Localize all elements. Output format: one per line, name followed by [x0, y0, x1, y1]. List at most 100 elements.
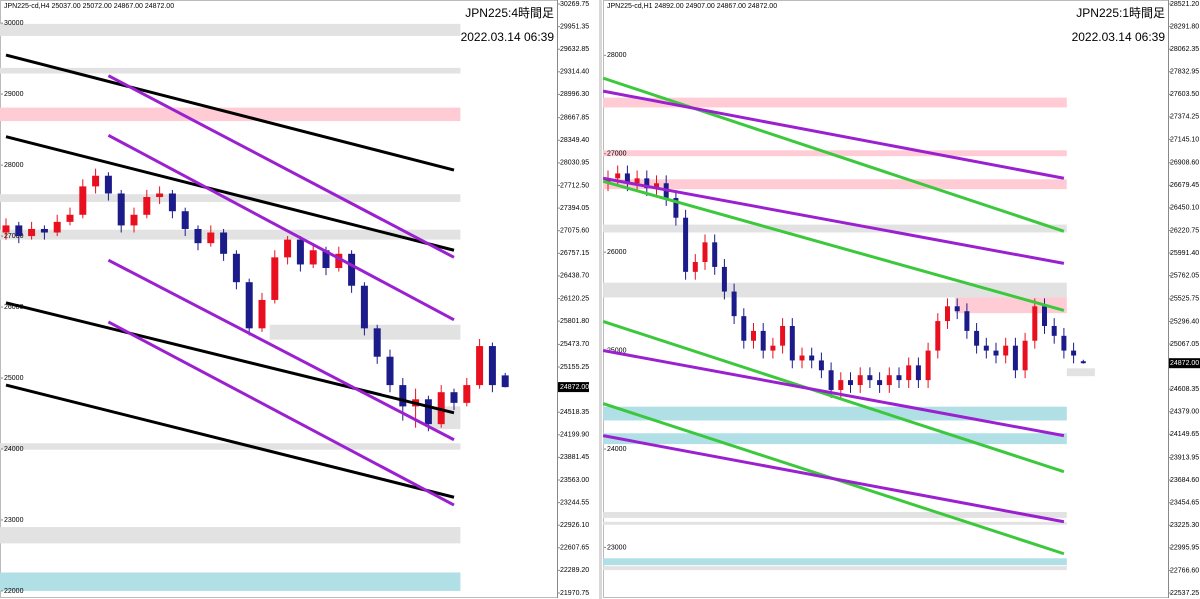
candle-body [780, 325, 786, 346]
y2-tick-label: 27712.50 [560, 182, 589, 189]
y2-tick-label: 27603.50 [1170, 91, 1199, 98]
y2-tick-label: 29951.35 [560, 23, 589, 30]
price-zone [269, 324, 461, 340]
y2-tick-label: 29314.40 [560, 69, 589, 76]
y2-tick-label: 26450.10 [1170, 205, 1199, 212]
y2-tick-label: 29632.85 [560, 46, 589, 53]
y-tick-label: 28000 [4, 162, 24, 169]
y2-tick-label: 30269.75 [560, 1, 589, 8]
candle-body [605, 178, 611, 184]
y2-tick-label: 23684.60 [1170, 477, 1199, 484]
candle-body [993, 350, 999, 356]
price-zone [603, 566, 1067, 571]
candle-body [399, 385, 407, 407]
y2-tick-label: 28062.35 [1170, 46, 1199, 53]
candle-body [721, 266, 727, 292]
candle-body [40, 228, 48, 233]
y2-tick-label: 27145.10 [1170, 136, 1199, 143]
y2-tick-label: 27832.95 [1170, 69, 1199, 76]
price-zone [603, 512, 1067, 518]
current-price-box [558, 382, 589, 393]
candle-body [348, 253, 356, 286]
candle-body [945, 306, 950, 322]
trend-line [107, 133, 455, 322]
y2-tick-label: 28521.20 [1170, 1, 1199, 8]
price-zone [955, 297, 1067, 314]
price-zone [0, 527, 461, 544]
y2-tick-label: 28349.40 [560, 137, 589, 144]
y2-tick-label: 25762.05 [1170, 272, 1199, 279]
candle-body [644, 178, 650, 189]
candle-body [1022, 340, 1028, 371]
trend-line [602, 89, 1065, 180]
candle-body [245, 282, 253, 329]
candle-body [373, 328, 381, 357]
candle-body [886, 375, 892, 386]
trend-line [107, 74, 455, 259]
candle-body [66, 214, 74, 222]
chart-header: JPN225-cd,H1 24892.00 24907.00 24867.00 … [607, 3, 777, 10]
y2-tick-label: 27374.25 [1170, 114, 1199, 121]
price-zone [603, 406, 1067, 421]
candle-body [463, 385, 471, 403]
candle-body [828, 370, 834, 390]
candle-body [130, 214, 138, 226]
trend-line [602, 76, 1065, 233]
candle-body [983, 345, 989, 351]
y2-tick-label: 25473.70 [560, 341, 589, 348]
candle-body [925, 350, 931, 381]
y2-tick-label: 23225.30 [1170, 522, 1199, 529]
candle-body [673, 198, 679, 218]
trend-line [107, 320, 455, 507]
y2-tick-label: 23881.45 [560, 454, 589, 461]
candle-body [476, 346, 484, 386]
trend-line [602, 349, 1065, 438]
y2-tick-label: 26679.45 [1170, 182, 1199, 189]
y-tick-label: 27000 [607, 151, 627, 158]
price-zone [0, 23, 461, 36]
y-tick-label: 26000 [607, 249, 627, 256]
y-tick-label: 24000 [607, 446, 627, 453]
candle-body [683, 217, 689, 272]
candle-body [624, 173, 630, 184]
y-tick-label: 23000 [607, 544, 627, 551]
y2-tick-label: 24608.35 [1170, 386, 1199, 393]
y2-tick-label: 27394.05 [560, 205, 589, 212]
candle-body [615, 173, 621, 179]
chart-subtitle: 2022.03.14 06:39 [461, 30, 555, 44]
candle-body [1051, 325, 1057, 336]
price-zone [0, 194, 461, 202]
candle-body [867, 375, 873, 381]
candle-body [15, 225, 23, 237]
y2-tick-label: 25296.40 [1170, 318, 1199, 325]
candle-body [309, 250, 317, 265]
candle-body [906, 365, 912, 381]
candle-body [28, 228, 36, 237]
current-price-box [1169, 358, 1200, 369]
y-tick-label: 28000 [607, 52, 627, 59]
y2-tick-label: 28996.30 [560, 91, 589, 98]
candle-body [896, 375, 902, 381]
y2-tick-label: 26908.60 [1170, 160, 1199, 167]
y2-tick-label: 22537.25 [1170, 590, 1199, 597]
candle-body [848, 380, 853, 386]
candle-body [954, 306, 960, 312]
y-tick-label: 27000 [4, 233, 24, 240]
trend-line [5, 383, 455, 499]
y2-tick-label: 21970.75 [560, 590, 589, 597]
y2-tick-label: 22995.95 [1170, 545, 1199, 552]
y2-tick-label: 24199.90 [560, 432, 589, 439]
candle-body [702, 242, 708, 263]
y-tick-label: 29000 [4, 91, 24, 98]
price-zone [0, 572, 461, 591]
chart-subtitle: 2022.03.14 06:39 [1072, 30, 1166, 44]
price-zone [603, 558, 1067, 566]
y2-tick-label: 22766.60 [1170, 567, 1199, 574]
divider [599, 0, 602, 599]
candle-body [450, 392, 458, 403]
chart-title: JPN225:4時間足 [465, 6, 554, 20]
y-tick-label: 25000 [607, 347, 627, 354]
y2-tick-label: 26438.70 [560, 273, 589, 280]
y2-tick-label: 28667.85 [560, 115, 589, 122]
